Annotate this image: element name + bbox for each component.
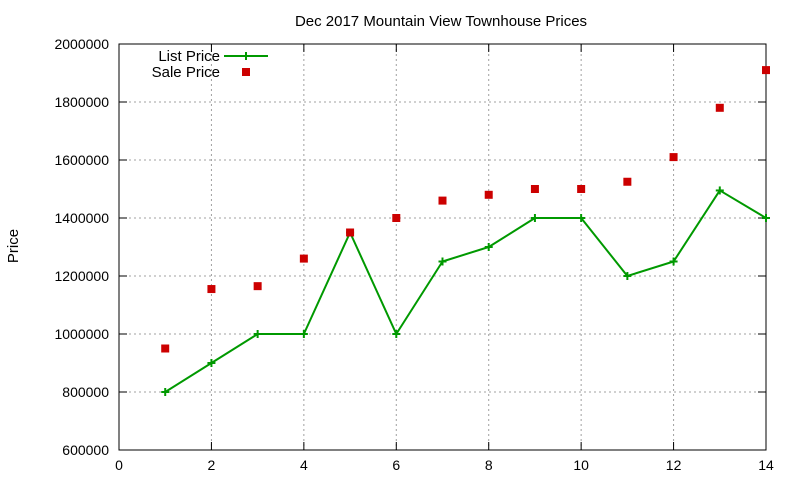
sale-price-point	[715, 103, 724, 112]
sale-price-point	[530, 185, 539, 193]
list-price-point	[577, 214, 586, 222]
legend-label-sale-price: Sale Price	[152, 64, 220, 81]
sale-price-point	[623, 177, 632, 186]
sale-price-point	[438, 196, 447, 205]
x-tick-label: 2	[208, 457, 216, 473]
x-tick-label: 6	[392, 457, 400, 473]
y-tick-label: 1600000	[54, 152, 109, 168]
list-price-point	[207, 359, 216, 367]
x-tick-label: 12	[666, 457, 682, 473]
axes-layer	[118, 43, 767, 451]
ticks-layer: 0 2 4 6 8 10 12 14 600000 800000 1000000 1200000 140…	[54, 36, 774, 473]
x-tick-label: 0	[115, 457, 123, 473]
list-price-point	[669, 257, 678, 266]
y-tick-label: 600000	[62, 442, 109, 458]
y-tick-label: 1800000	[54, 94, 109, 110]
list-price-line	[164, 189, 767, 393]
plot-frame	[118, 43, 767, 451]
x-tick-label: 14	[758, 457, 774, 473]
list-price-point	[623, 272, 632, 280]
sale-price-point	[346, 228, 355, 237]
y-axis-label: Price	[5, 229, 22, 263]
sale-price-point	[253, 282, 262, 291]
list-price-point	[161, 388, 170, 396]
chart-title: Dec 2017 Mountain View Townhouse Prices	[295, 13, 587, 30]
x-tick-label: 8	[485, 457, 493, 473]
sale-price-point	[669, 153, 678, 162]
y-tick-label: 2000000	[54, 36, 109, 52]
sale-price-point	[484, 190, 493, 199]
list-price-point	[392, 330, 401, 338]
y-tick-label: 1200000	[54, 268, 109, 284]
x-tick-label: 10	[573, 457, 589, 473]
sale-price-point	[577, 185, 586, 193]
sale-price-point	[762, 66, 770, 75]
list-price-point	[715, 186, 724, 195]
sale-price-point	[392, 214, 401, 222]
list-price-point	[530, 214, 539, 222]
legend-marker-list-price	[242, 52, 250, 60]
legend-label-list-price: List Price	[158, 48, 220, 65]
list-price-point	[438, 257, 447, 266]
y-tick-label: 800000	[62, 384, 109, 400]
list-price-point	[299, 330, 308, 338]
list-price-point	[253, 330, 262, 338]
x-tick-label: 4	[300, 457, 308, 473]
sale-price-point	[299, 254, 308, 263]
sale-price-point	[161, 344, 170, 353]
sale-price-point	[207, 285, 216, 294]
y-tick-label: 1400000	[54, 210, 109, 226]
list-price-point	[762, 214, 770, 222]
y-tick-label: 1000000	[54, 326, 109, 342]
series-layer	[161, 66, 770, 396]
legend-marker-sale-price	[242, 68, 250, 76]
list-price-point	[484, 243, 493, 251]
